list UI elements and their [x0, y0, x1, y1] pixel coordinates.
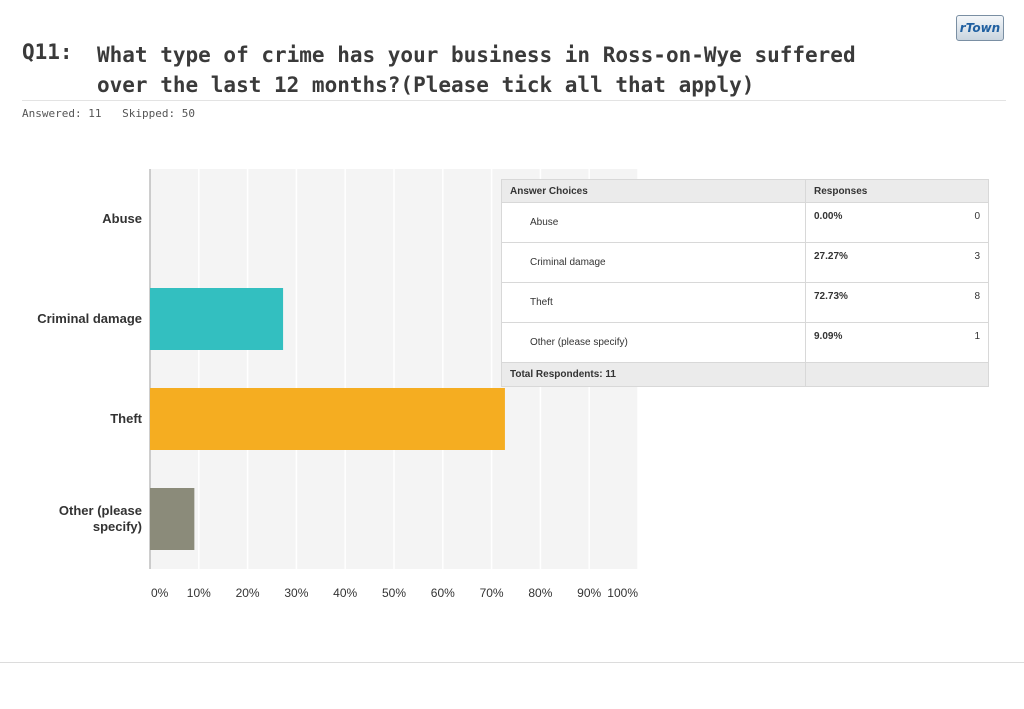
x-tick-label: 80% — [528, 586, 552, 600]
category-label: Abuse — [102, 211, 142, 226]
header-answer-choices: Answer Choices — [501, 179, 806, 203]
x-tick-label: 20% — [236, 586, 260, 600]
category-label: Other (please specify) — [59, 503, 142, 534]
response-count: 0 — [952, 202, 989, 243]
header-responses: Responses — [805, 179, 989, 203]
answered-count: Answered: 11 — [22, 107, 102, 120]
bar — [150, 388, 505, 450]
bar — [150, 488, 195, 550]
table-header-row: Answer Choices Responses — [501, 179, 989, 203]
response-percent: 27.27% — [805, 242, 952, 283]
table-row: Theft 72.73% 8 — [501, 282, 989, 323]
category-label: Criminal damage — [37, 311, 142, 326]
responses-table: Answer Choices Responses Abuse 0.00% 0 Crim… — [501, 179, 989, 387]
category-label: Theft — [110, 411, 142, 426]
table-row: Abuse 0.00% 0 — [501, 202, 989, 243]
x-tick-label: 10% — [187, 586, 211, 600]
x-tick-label: 70% — [480, 586, 504, 600]
answer-choice: Other (please specify) — [501, 322, 806, 363]
response-percent: 72.73% — [805, 282, 952, 323]
skipped-count: Skipped: 50 — [122, 107, 195, 120]
response-stats: Answered: 11 Skipped: 50 — [22, 107, 209, 120]
total-blank — [805, 362, 989, 387]
table-total-row: Total Respondents: 11 — [501, 362, 989, 387]
tick-labels: 0% 10% 20% 30% 40% 50% 60% 70% 80% 90% 100% — [151, 586, 638, 600]
x-tick-label: 60% — [431, 586, 455, 600]
question-number: Q11: — [22, 40, 73, 64]
footer-divider — [0, 662, 1024, 663]
response-count: 8 — [952, 282, 989, 323]
total-respondents: Total Respondents: 11 — [501, 362, 806, 387]
response-percent: 9.09% — [805, 322, 952, 363]
question-title: What type of crime has your business in … — [97, 43, 856, 97]
answer-choice: Theft — [501, 282, 806, 323]
x-tick-label: 100% — [607, 586, 638, 600]
bar — [150, 288, 284, 350]
table-row: Other (please specify) 9.09% 1 — [501, 322, 989, 363]
answer-choice: Abuse — [501, 202, 806, 243]
answer-choice: Criminal damage — [501, 242, 806, 283]
x-tick-label: 40% — [333, 586, 357, 600]
x-tick-label: 0% — [151, 586, 169, 600]
category-labels: Abuse Criminal damage Theft Other (please sp… — [37, 211, 142, 534]
x-tick-label: 50% — [382, 586, 406, 600]
header-divider — [22, 100, 1006, 101]
bars — [150, 288, 505, 550]
response-percent: 0.00% — [805, 202, 952, 243]
rtown-logo: rTown — [956, 15, 1004, 41]
table-row: Criminal damage 27.27% 3 — [501, 242, 989, 283]
response-count: 3 — [952, 242, 989, 283]
response-count: 1 — [952, 322, 989, 363]
x-tick-label: 30% — [284, 586, 308, 600]
x-tick-label: 90% — [577, 586, 601, 600]
